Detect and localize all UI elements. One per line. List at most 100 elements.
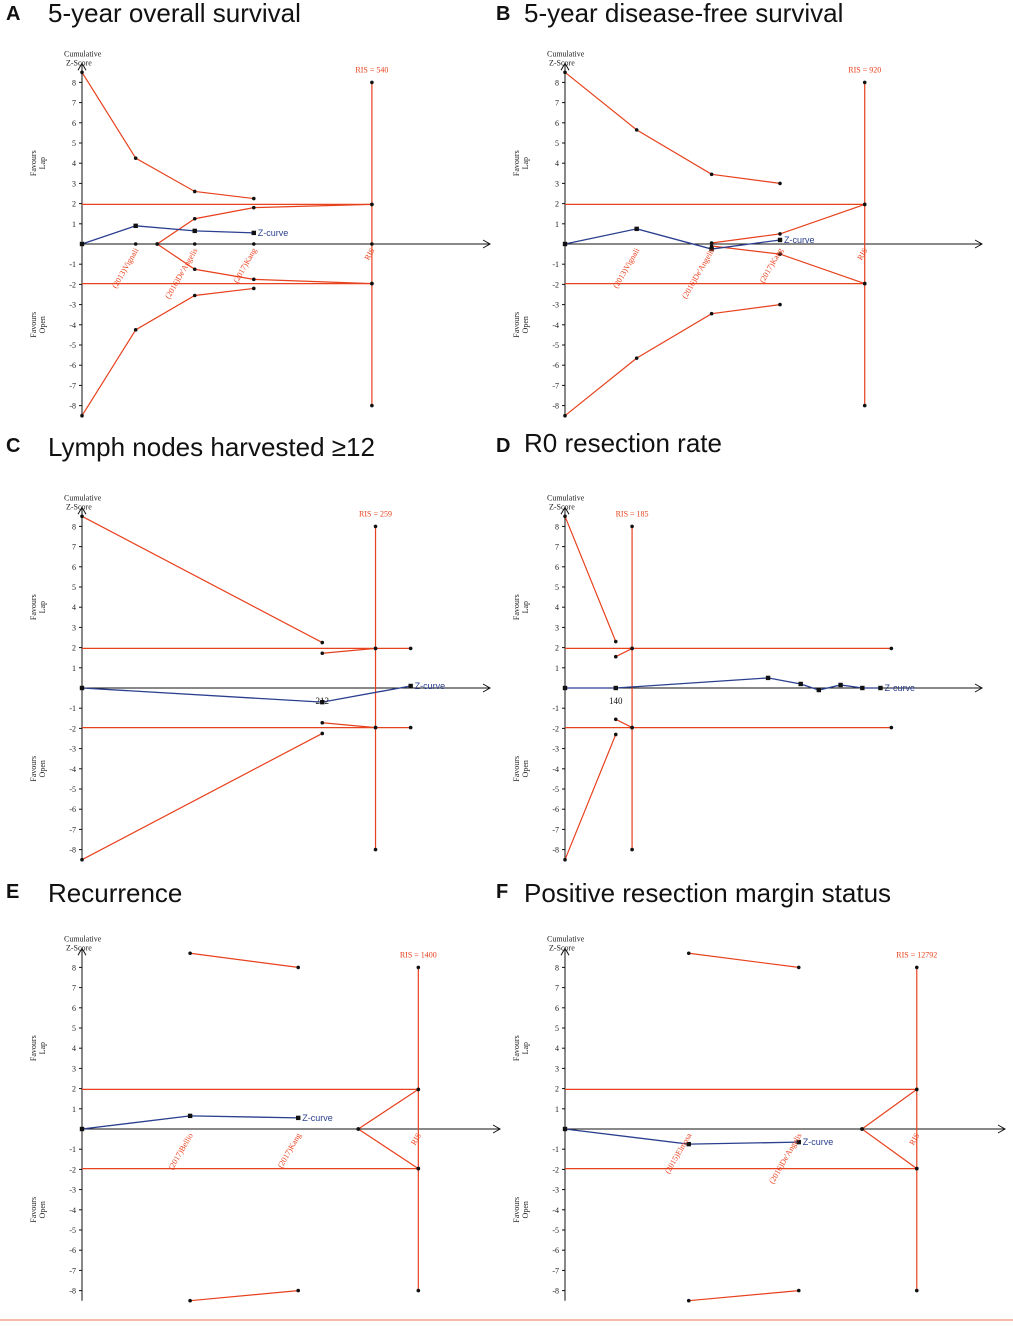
favours-lap-line2: Lap <box>521 1042 530 1054</box>
y-tick-label: -2 <box>69 724 76 733</box>
y-tick-label: 7 <box>555 99 559 108</box>
z-curve-line <box>565 677 881 691</box>
favours-lap-line1: Favours <box>29 150 38 176</box>
y-axis-title-line2: Z-Score <box>66 502 92 511</box>
y-tick-label: -4 <box>552 765 559 774</box>
monitoring-point <box>251 286 256 291</box>
y-tick-label: -7 <box>552 825 559 834</box>
y-tick-label: -1 <box>552 260 559 269</box>
monitoring-boundary-upper <box>81 515 323 644</box>
y-tick-label: -5 <box>552 785 559 794</box>
monitoring-point <box>709 172 714 177</box>
y-tick-label: 3 <box>555 179 559 188</box>
panel-d-title: R0 resection rate <box>524 428 722 458</box>
y-tick-label: -6 <box>69 1246 76 1255</box>
y-tick-label: 2 <box>72 644 76 653</box>
y-tick-label: -1 <box>69 1145 76 1154</box>
futility-boundary-lower <box>322 722 376 729</box>
y-tick-label: 3 <box>72 623 76 632</box>
panel-c-letter: C <box>6 435 20 457</box>
favours-lap-label: Favours Lap <box>512 594 530 620</box>
y-tick-label: 3 <box>72 179 76 188</box>
z-curve-point <box>133 223 138 229</box>
y-tick-label: 5 <box>555 583 559 592</box>
futility-point <box>709 241 714 245</box>
monitoring-point <box>686 951 691 956</box>
favours-lap-label: Favours Lap <box>512 1035 530 1061</box>
study-label-text: (2017)Kang <box>276 1132 303 1170</box>
y-tick-label: 1 <box>555 1105 559 1114</box>
study-label: (2016)De'Angelis <box>680 247 716 301</box>
axis-marker <box>251 242 256 246</box>
y-tick-label: 6 <box>555 563 559 572</box>
study-label: (2017)Kang <box>276 1132 303 1170</box>
monitoring-point <box>133 328 138 332</box>
z-curve-point <box>79 241 85 247</box>
y-tick-label: 8 <box>72 522 76 531</box>
panel-a-header: A 5-year overall survival <box>6 0 301 28</box>
ris-bottom-point <box>373 847 378 852</box>
boundary-end-point <box>889 646 894 651</box>
z-curve-point <box>816 687 822 693</box>
futility-point <box>914 1087 919 1092</box>
y-tick-label: -2 <box>552 724 559 733</box>
favours-open-line2: Open <box>38 1201 47 1218</box>
y-tick-label: -1 <box>552 704 559 713</box>
y-tick-label: -7 <box>69 825 76 834</box>
z-curve-point <box>798 681 803 687</box>
y-axis-title-line1: Cumulative <box>64 493 102 502</box>
futility-point <box>630 646 634 651</box>
y-tick-label: -8 <box>69 1287 76 1296</box>
monitoring-point <box>563 514 567 519</box>
z-curve-point <box>613 685 618 691</box>
z-curve-line <box>81 225 254 245</box>
y-axis-arrow <box>77 506 87 515</box>
futility-point <box>370 202 374 207</box>
y-tick-label: -5 <box>69 341 76 350</box>
favours-open-label: Favours Open <box>29 1197 47 1223</box>
y-axis-title-line1: Cumulative <box>64 49 102 58</box>
ris-top-point <box>373 524 378 529</box>
y-tick-label: -1 <box>69 704 76 713</box>
panel-e-letter: E <box>6 881 19 903</box>
futility-boundary-lower <box>711 245 865 285</box>
panel-d-letter: D <box>496 435 510 457</box>
panel-f-letter: F <box>496 881 508 903</box>
favours-open-line1: Favours <box>512 756 521 782</box>
futility-point <box>862 281 867 286</box>
z-curve-point <box>187 1113 193 1119</box>
monitoring-boundary-lower <box>81 287 254 417</box>
y-tick-label: 7 <box>72 99 76 108</box>
favours-open-line2: Open <box>521 760 530 777</box>
study-label-text: (2016)De'Angelis <box>163 247 199 301</box>
y-tick-label: -7 <box>552 381 559 390</box>
monitoring-point <box>133 156 138 160</box>
ris-bottom-point <box>416 1288 421 1293</box>
ris-label: RIS = 259 <box>359 509 392 518</box>
favours-open-line1: Favours <box>512 312 521 338</box>
x-axis-arrow <box>482 683 492 693</box>
panel-d-header: D R0 resection rate <box>496 428 722 458</box>
monitoring-boundary-upper <box>688 952 799 968</box>
y-axis-arrow <box>77 62 87 71</box>
monitoring-boundary-lower <box>81 732 323 861</box>
y-axis-arrow <box>560 506 570 515</box>
monitoring-point <box>796 965 801 970</box>
ris-top-point <box>914 965 919 970</box>
ris-top-point <box>630 524 634 529</box>
panel-f-header: F Positive resection margin status <box>496 878 891 908</box>
y-tick-label: -2 <box>69 280 76 289</box>
y-tick-label: 6 <box>555 119 559 128</box>
ris-top-point <box>862 80 867 85</box>
ris-label: RIS = 920 <box>848 65 881 74</box>
favours-lap-label: Favours Lap <box>29 594 47 620</box>
panel-e-title: Recurrence <box>48 878 182 908</box>
futility-point <box>320 720 325 725</box>
y-tick-label: -3 <box>552 1186 559 1195</box>
y-tick-label: 1 <box>72 1105 76 1114</box>
monitoring-point <box>563 413 567 418</box>
boundary-end-point <box>408 725 413 730</box>
favours-open-line1: Favours <box>512 1197 521 1223</box>
